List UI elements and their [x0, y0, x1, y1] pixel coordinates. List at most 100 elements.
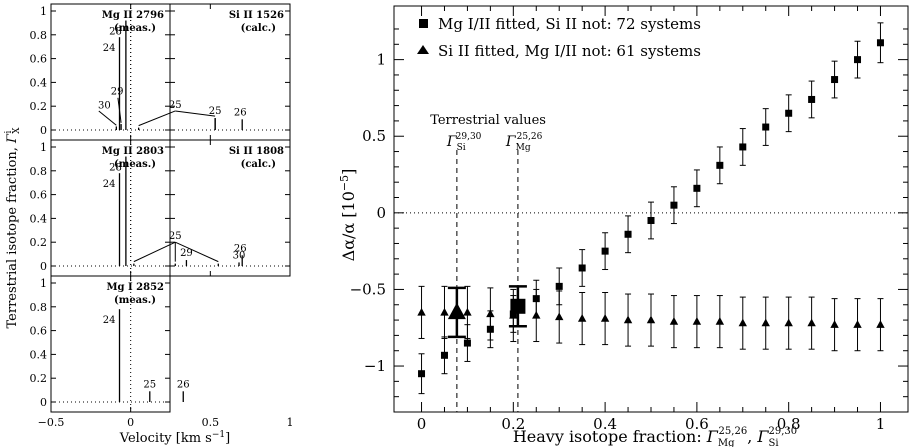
panel-subtitle: (meas.): [114, 23, 156, 34]
data-point: [463, 339, 471, 347]
ytick-label: 0.5: [362, 127, 386, 145]
data-point: [486, 309, 495, 318]
main-x-gamma-si: Γ: [756, 427, 769, 446]
panel-ytick-label: 1: [40, 277, 47, 290]
panel-title: Si II 1526: [229, 10, 284, 21]
alpha-vs-isotope-fraction-plot: 0 0.2 0.4 0.6 0.8 1 −1 −0.5 0 0.5 1 Terrestrial val…: [350, 5, 909, 433]
panel-ytick-label: 0: [40, 260, 47, 273]
data-point: [623, 315, 633, 324]
isotope-pointer-25: [133, 241, 176, 263]
main-x-gamma-mg-sup: 25,26: [719, 426, 748, 437]
data-point: [509, 310, 518, 319]
isotope-label-24: 24: [103, 179, 116, 190]
data-point: [624, 230, 632, 238]
data-point: [693, 184, 701, 192]
left-xtick-label: 0.5: [202, 416, 220, 429]
terrestrial-values-label: Terrestrial values: [430, 113, 546, 128]
panel-mg-i-2852: 0 0.2 0.4 0.6 0.8 1 24 25 26 Mg I 2852 (meas.): [30, 275, 190, 413]
legend-square-marker: [419, 19, 428, 28]
panel-subtitle: (calc.): [241, 159, 276, 170]
panel-mg-ii-2796: 0 0.2 0.4 0.6 0.8 1 24 25 26 25 Mg II 2796 (meas.): [30, 3, 247, 141]
isotope-label-24: 24: [103, 315, 116, 326]
data-point: [555, 282, 563, 290]
isotope-pointer-29: [117, 97, 122, 123]
data-point: [762, 123, 770, 131]
legend-triangle-marker: [417, 45, 429, 54]
data-point: [830, 320, 839, 328]
terrestrial-si-gamma: ΓSi29,30: [446, 132, 482, 153]
main-x-axis-label: Heavy isotope fraction: ΓMg25,26, ΓSi29,…: [513, 426, 797, 447]
series-triangle: [417, 285, 885, 352]
isotope-pointer-25: [138, 110, 176, 127]
panel-ytick-label: 0.2: [30, 236, 48, 249]
isotope-pointer-30: [98, 110, 117, 126]
isotope-label-30: 30: [98, 101, 111, 112]
isotope-label-26: 26: [234, 107, 247, 118]
panel-ytick-label: 1: [40, 5, 47, 18]
data-point: [440, 307, 449, 316]
xtick-label: 0.2: [501, 415, 525, 433]
data-point: [646, 315, 656, 324]
isotope-label-29: 29: [180, 248, 193, 259]
isotope-label-29: 29: [111, 86, 124, 97]
panel-title: Mg II 2796: [102, 10, 164, 21]
isotope-label-25: 25: [143, 379, 156, 390]
data-point: [417, 307, 426, 316]
panel-ytick-label: 0.8: [30, 301, 48, 314]
panel-ytick-label: 0.6: [30, 53, 48, 66]
main-x-gamma-mg-sub: Mg: [718, 438, 735, 447]
data-point: [578, 264, 586, 272]
data-point: [692, 317, 702, 325]
isotope-label-25: 25: [209, 106, 222, 117]
isotope-label-26: 26: [177, 379, 190, 390]
xtick-label: 0: [417, 415, 427, 433]
left-y-axis-label: Terrestrial isotope fraction, ΓXi: [4, 127, 22, 329]
panel-ytick-label: 0.2: [30, 100, 48, 113]
terrestrial-mg-gamma: ΓMg25,26: [505, 132, 543, 153]
left-xtick-label: 1: [287, 416, 294, 429]
main-x-comma: ,: [747, 427, 757, 446]
panel-title: Mg I 2852: [106, 282, 164, 293]
panel-ytick-label: 0.8: [30, 165, 48, 178]
main-y-axis-label: Δα/α [10−5]: [338, 169, 358, 262]
data-point: [577, 313, 587, 322]
main-x-gamma-si-sup: 29,30: [769, 426, 798, 437]
panel-ytick-label: 0.6: [30, 189, 48, 202]
ytick-label: 1: [376, 51, 386, 69]
panel-ytick-label: 0.4: [30, 76, 48, 89]
isotope-pointer-25: [175, 241, 219, 263]
data-point: [647, 216, 655, 224]
panel-ytick-label: 0: [40, 124, 47, 137]
main-x-gamma-si-sub: Si: [768, 438, 778, 447]
isotope-label-24: 24: [103, 43, 116, 54]
data-point: [739, 143, 747, 151]
panel-subtitle: (calc.): [241, 23, 276, 34]
data-point: [669, 317, 679, 325]
legend-label-mg: Mg I/II fitted, Si II not: 72 systems: [438, 15, 701, 33]
data-point: [784, 318, 793, 327]
panel-ytick-label: 0: [40, 396, 47, 409]
data-point: [853, 320, 862, 328]
data-point: [785, 109, 793, 117]
isotope-label-28: 28: [109, 27, 122, 38]
panel-subtitle: (meas.): [114, 159, 156, 170]
xtick-label: 1: [876, 415, 886, 433]
panel-frame: [50, 275, 171, 413]
panel-frame: [169, 139, 291, 277]
xtick-label: 0.8: [777, 415, 801, 433]
data-point: [601, 247, 609, 255]
left-xtick-label: 0: [127, 416, 134, 429]
legend-label-si: Si II fitted, Mg I/II not: 61 systems: [438, 42, 701, 60]
left-y-axis-gamma-sub: X: [12, 127, 22, 134]
data-point: [876, 320, 885, 328]
data-point: [670, 201, 678, 209]
left-xtick-label: −0.5: [38, 416, 65, 429]
isotope-label-30: 30: [233, 250, 246, 261]
data-point: [418, 370, 426, 378]
data-point: [532, 310, 541, 319]
panel-ytick-label: 0.8: [30, 29, 48, 42]
data-point: [831, 76, 839, 84]
highlight-point: [447, 302, 466, 320]
isotope-label-25: 25: [169, 100, 182, 111]
